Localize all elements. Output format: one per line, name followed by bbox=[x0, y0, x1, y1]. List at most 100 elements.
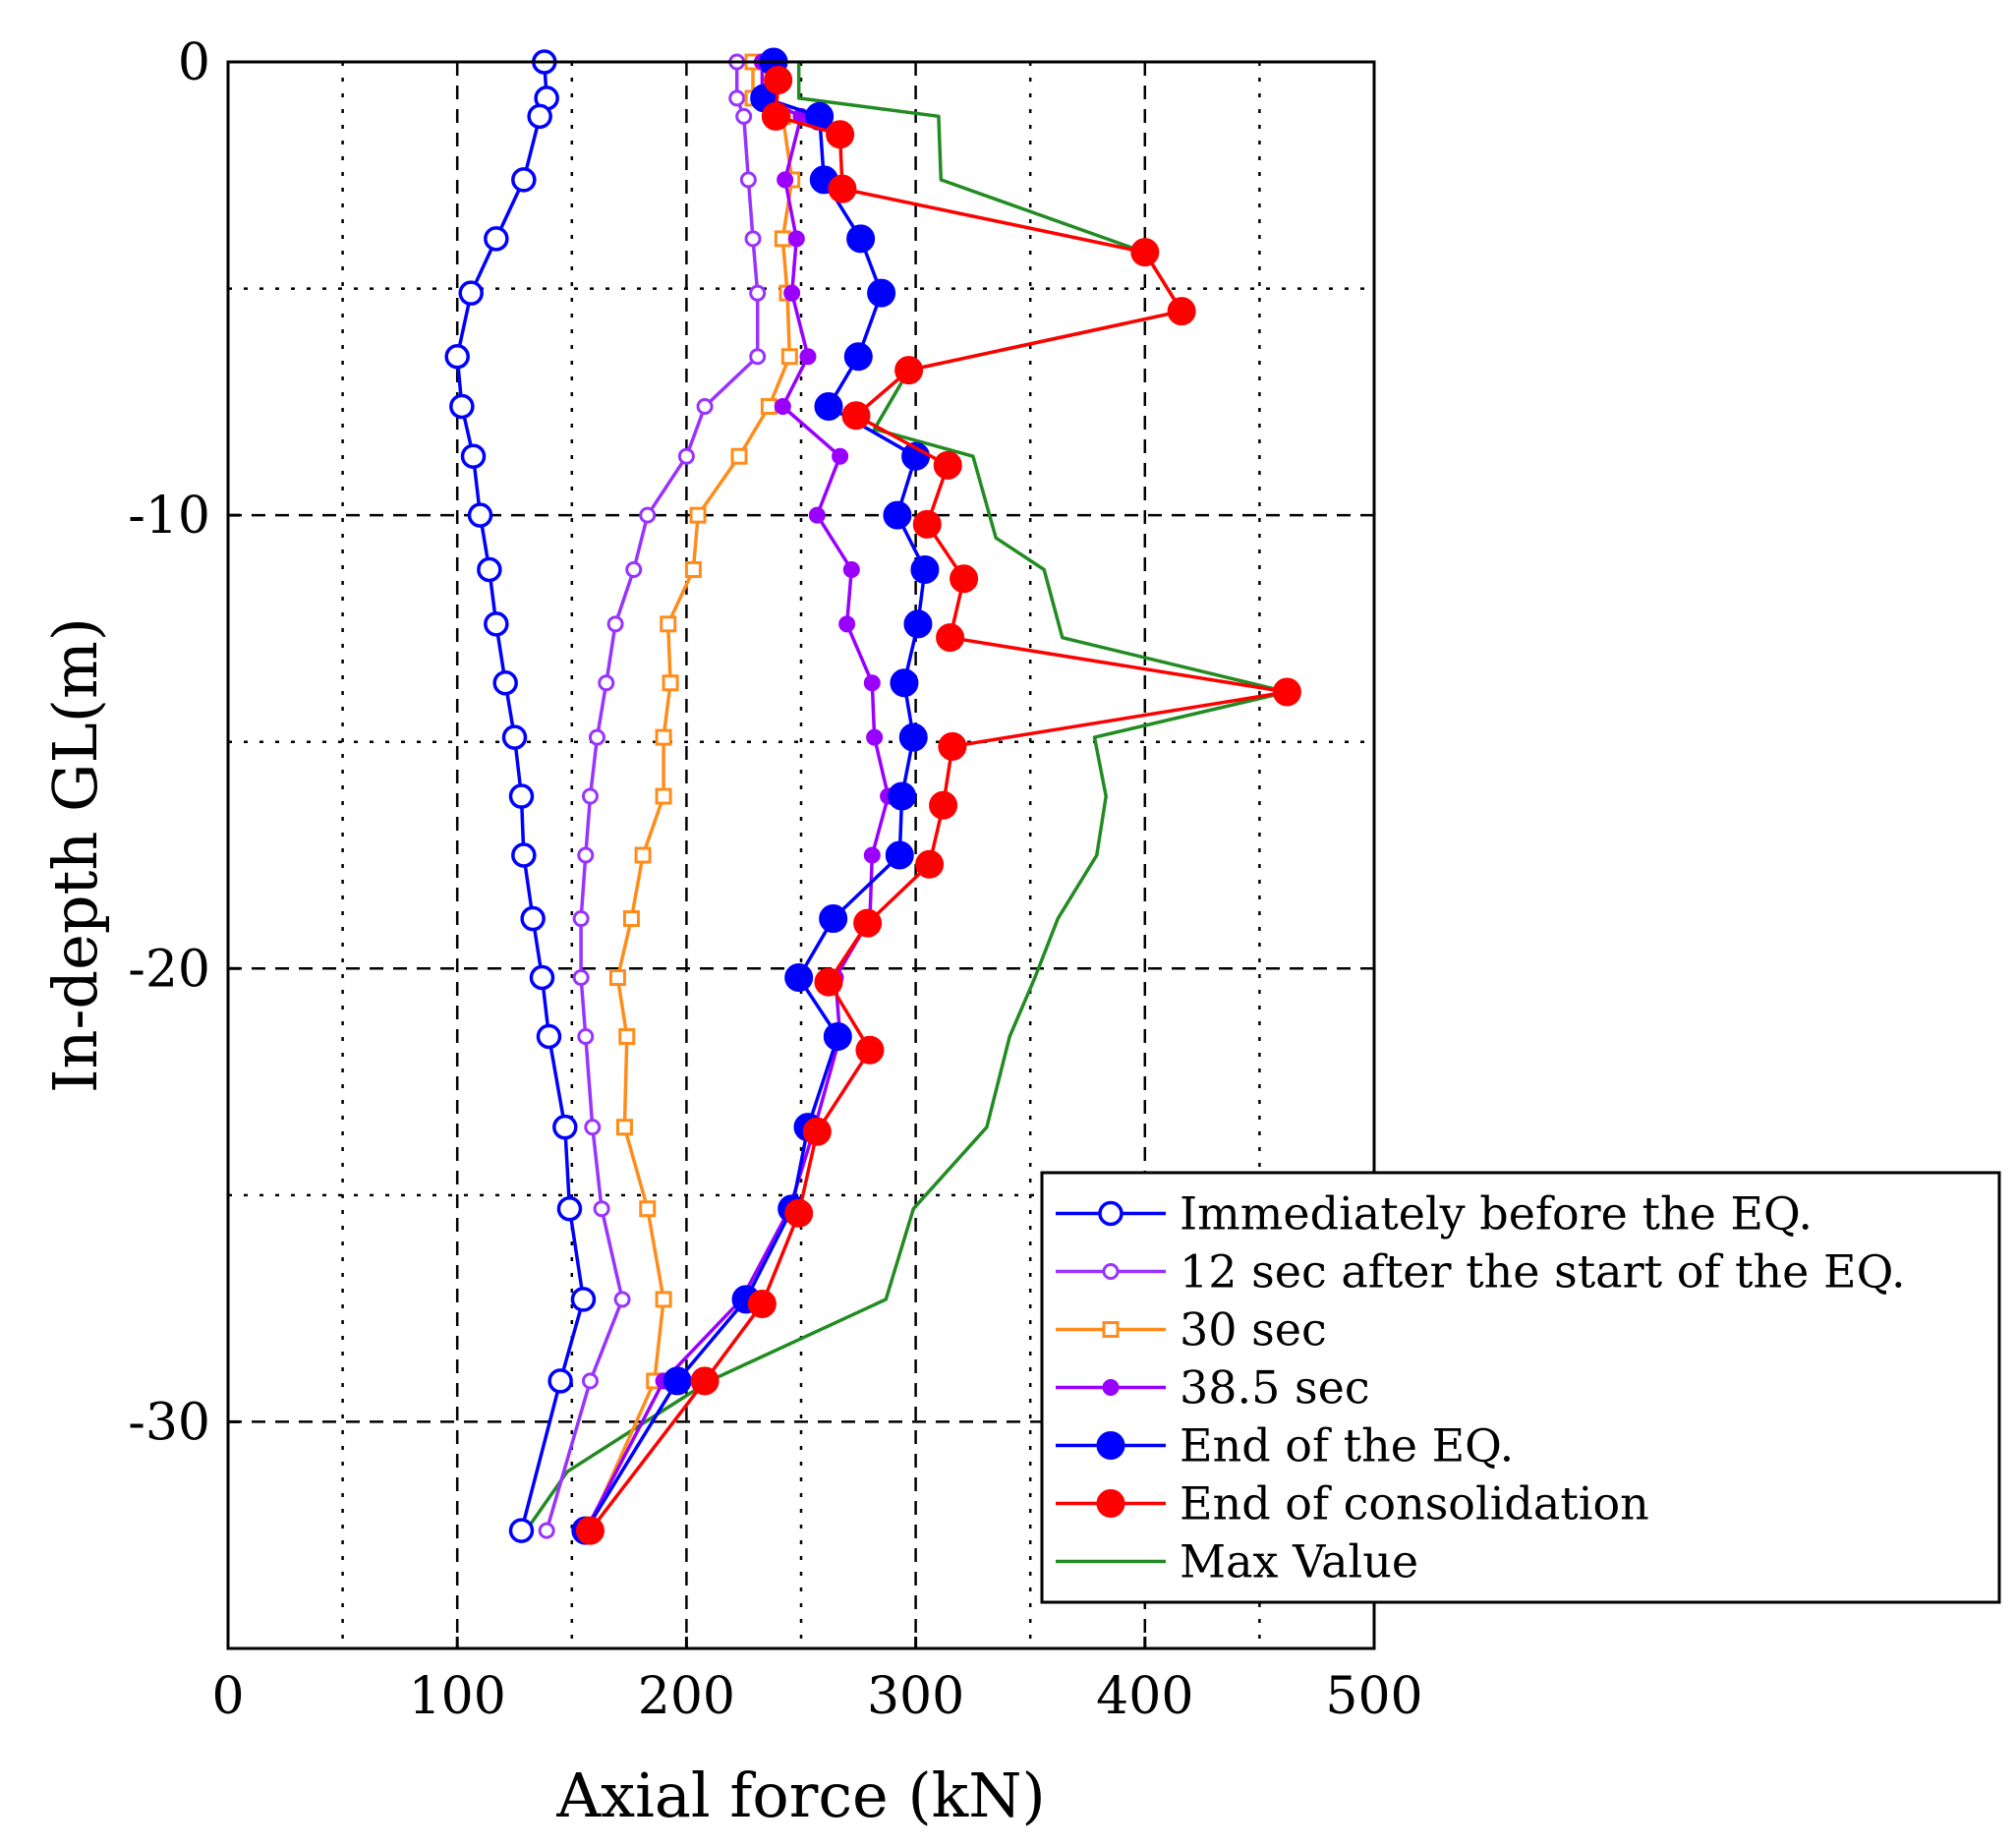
data-point bbox=[894, 356, 924, 385]
legend-marker bbox=[1096, 1431, 1125, 1460]
data-point bbox=[838, 615, 856, 633]
data-point bbox=[784, 1198, 814, 1228]
data-point bbox=[552, 1114, 578, 1140]
data-point bbox=[761, 101, 790, 131]
data-point bbox=[842, 560, 860, 578]
data-point bbox=[677, 447, 695, 465]
legend-box bbox=[1040, 1171, 2001, 1604]
series-layer bbox=[444, 47, 1301, 1545]
data-point bbox=[950, 564, 979, 594]
series-1 bbox=[538, 53, 767, 1539]
data-point bbox=[662, 1366, 692, 1396]
x-tick-label: 200 bbox=[638, 1667, 735, 1726]
data-point bbox=[933, 450, 962, 480]
data-point bbox=[883, 500, 912, 530]
legend-entry: End of the EQ. bbox=[1056, 1419, 1514, 1472]
data-point bbox=[774, 397, 791, 415]
x-axis-label: Axial force (kN) bbox=[555, 1760, 1045, 1831]
legend-marker bbox=[1098, 1200, 1123, 1227]
data-point bbox=[863, 846, 881, 864]
data-point bbox=[784, 963, 814, 993]
data-point bbox=[588, 728, 605, 746]
data-point bbox=[696, 397, 714, 415]
data-point bbox=[855, 1035, 885, 1065]
legend-label: End of consolidation bbox=[1180, 1477, 1649, 1530]
x-tick-label: 500 bbox=[1325, 1667, 1422, 1726]
data-point bbox=[867, 278, 896, 308]
data-point bbox=[846, 224, 876, 254]
data-point bbox=[1130, 238, 1160, 267]
data-point bbox=[634, 846, 652, 864]
data-point bbox=[662, 674, 679, 692]
data-point bbox=[449, 393, 475, 420]
data-point bbox=[853, 908, 883, 938]
data-point bbox=[572, 969, 590, 987]
y-tick-label: 0 bbox=[178, 33, 210, 92]
legend-label: End of the EQ. bbox=[1180, 1419, 1514, 1472]
data-point bbox=[608, 969, 626, 987]
data-point bbox=[760, 397, 778, 415]
legend-marker bbox=[1102, 1379, 1120, 1396]
legend: Immediately before the EQ.12 sec after t… bbox=[1040, 1171, 2001, 1604]
data-point bbox=[799, 348, 817, 366]
data-point bbox=[764, 65, 793, 94]
data-point bbox=[577, 1027, 595, 1045]
data-point bbox=[739, 171, 757, 189]
data-point bbox=[508, 1518, 535, 1543]
data-point bbox=[749, 348, 767, 366]
legend-entry: Immediately before the EQ. bbox=[1056, 1187, 1813, 1241]
data-point bbox=[832, 447, 849, 465]
data-point bbox=[841, 401, 871, 431]
data-point bbox=[898, 722, 928, 752]
data-point bbox=[655, 787, 672, 805]
x-tick-label: 0 bbox=[211, 1667, 244, 1726]
y-axis-label: In-depth GL(m) bbox=[39, 617, 111, 1093]
data-point bbox=[570, 1287, 597, 1312]
legend-marker bbox=[1102, 1263, 1120, 1280]
data-point bbox=[444, 343, 470, 370]
legend-label: 30 sec bbox=[1180, 1303, 1327, 1356]
legend-label: 38.5 sec bbox=[1180, 1361, 1370, 1414]
data-point bbox=[511, 167, 537, 193]
data-point bbox=[1272, 677, 1301, 707]
data-point bbox=[527, 103, 552, 130]
data-point bbox=[613, 1291, 631, 1308]
data-point bbox=[912, 509, 942, 539]
data-point bbox=[584, 1119, 602, 1136]
data-point bbox=[529, 964, 555, 991]
data-point bbox=[458, 280, 484, 306]
data-point bbox=[501, 724, 528, 750]
legend-entry: End of consolidation bbox=[1056, 1477, 1649, 1530]
legend-entry: 38.5 sec bbox=[1056, 1361, 1370, 1414]
data-point bbox=[556, 1195, 583, 1222]
legend-marker bbox=[1102, 1321, 1120, 1338]
data-point bbox=[888, 781, 917, 811]
y-tick-label: -30 bbox=[128, 1393, 210, 1452]
data-point bbox=[910, 554, 940, 584]
data-point bbox=[903, 609, 933, 639]
data-point bbox=[777, 171, 794, 189]
data-point bbox=[622, 910, 640, 928]
legend-label: Max Value bbox=[1180, 1535, 1418, 1588]
data-point bbox=[615, 1119, 633, 1136]
series-4 bbox=[571, 47, 940, 1545]
data-point bbox=[936, 623, 965, 653]
data-point bbox=[575, 1516, 605, 1545]
data-point bbox=[577, 846, 595, 864]
data-point bbox=[814, 391, 843, 421]
x-tick-label: 100 bbox=[409, 1667, 506, 1726]
data-point bbox=[520, 905, 546, 932]
data-point bbox=[547, 1368, 573, 1394]
data-point bbox=[814, 967, 843, 997]
legend-marker bbox=[1096, 1489, 1125, 1518]
legend-label: Immediately before the EQ. bbox=[1180, 1187, 1813, 1241]
data-point bbox=[684, 560, 702, 578]
legend-entry: 12 sec after the start of the EQ. bbox=[1056, 1245, 1906, 1299]
data-point bbox=[823, 1021, 852, 1051]
data-point bbox=[484, 226, 509, 252]
ticks: 0 100 200 300 400 500 0 -10 -20 -30 bbox=[128, 33, 1422, 1726]
data-point bbox=[477, 556, 502, 583]
series-line bbox=[586, 62, 794, 1531]
data-point bbox=[581, 1372, 599, 1390]
